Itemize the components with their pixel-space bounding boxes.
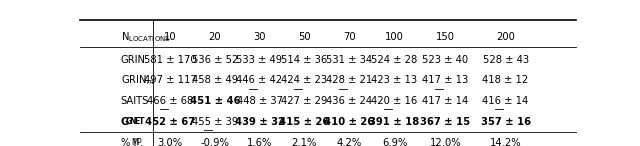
Text: SAITS: SAITS (121, 96, 149, 106)
Text: 100: 100 (385, 32, 404, 42)
Text: 150: 150 (436, 32, 455, 42)
Text: 581 ± 170: 581 ± 170 (144, 55, 196, 65)
Text: E: E (134, 117, 140, 126)
Text: 497 ± 117: 497 ± 117 (144, 75, 196, 85)
Text: G: G (125, 117, 131, 126)
Text: N$_{\mathregular{LOCATIONS}}$: N$_{\mathregular{LOCATIONS}}$ (121, 30, 170, 44)
Text: 528 ± 43: 528 ± 43 (483, 55, 529, 65)
Text: 20: 20 (209, 32, 221, 42)
Text: 458 ± 49: 458 ± 49 (192, 75, 238, 85)
Text: 3.0%: 3.0% (157, 138, 183, 146)
Text: T: T (138, 117, 144, 126)
Text: 1.6%: 1.6% (247, 138, 272, 146)
Text: 10: 10 (164, 32, 177, 42)
Text: 2.1%: 2.1% (291, 138, 317, 146)
Text: 531 ± 34: 531 ± 34 (326, 55, 372, 65)
Text: 357 ± 16: 357 ± 16 (481, 117, 531, 126)
Text: -0.9%: -0.9% (200, 138, 229, 146)
Text: % I: % I (121, 138, 136, 146)
Text: 452 ± 67: 452 ± 67 (145, 117, 195, 126)
Text: N: N (129, 117, 136, 126)
Text: 200: 200 (496, 32, 515, 42)
Text: 466 ± 68: 466 ± 68 (147, 96, 193, 106)
Text: 446 ± 42: 446 ± 42 (237, 75, 283, 85)
Text: 428 ± 21: 428 ± 21 (326, 75, 372, 85)
Text: 416 ± 14: 416 ± 14 (483, 96, 529, 106)
Text: 436 ± 24: 436 ± 24 (326, 96, 372, 106)
Text: 12.0%: 12.0% (429, 138, 461, 146)
Text: 391 ± 18: 391 ± 18 (369, 117, 420, 126)
Text: 439 ± 32: 439 ± 32 (235, 117, 285, 126)
Text: GRIN: GRIN (121, 55, 146, 65)
Text: 533 ± 49: 533 ± 49 (237, 55, 283, 65)
Text: 415 ± 26: 415 ± 26 (279, 117, 330, 126)
Text: 6.9%: 6.9% (382, 138, 407, 146)
Text: 524 ± 28: 524 ± 28 (371, 55, 417, 65)
Text: 420 ± 16: 420 ± 16 (371, 96, 417, 106)
Text: GRIN$_{m}$: GRIN$_{m}$ (121, 74, 154, 87)
Text: 423 ± 13: 423 ± 13 (371, 75, 417, 85)
Text: 70: 70 (343, 32, 356, 42)
Text: 4.2%: 4.2% (337, 138, 362, 146)
Text: 417 ± 14: 417 ± 14 (422, 96, 468, 106)
Text: 418 ± 12: 418 ± 12 (483, 75, 529, 85)
Text: 455 ± 39: 455 ± 39 (192, 117, 238, 126)
Text: 410 ± 26: 410 ± 26 (324, 117, 374, 126)
Text: 50: 50 (298, 32, 310, 42)
Text: 367 ± 15: 367 ± 15 (420, 117, 470, 126)
Text: 14.2%: 14.2% (490, 138, 522, 146)
Text: 424 ± 23: 424 ± 23 (281, 75, 327, 85)
Text: .: . (140, 138, 143, 146)
Text: 514 ± 36: 514 ± 36 (281, 55, 327, 65)
Text: 30: 30 (253, 32, 266, 42)
Text: 523 ± 40: 523 ± 40 (422, 55, 468, 65)
Text: 417 ± 13: 417 ± 13 (422, 75, 468, 85)
Text: 427 ± 29: 427 ± 29 (281, 96, 328, 106)
Text: 448 ± 37: 448 ± 37 (237, 96, 282, 106)
Text: 536 ± 52: 536 ± 52 (192, 55, 238, 65)
Text: P: P (136, 138, 141, 146)
Text: 451 ± 46: 451 ± 46 (189, 96, 240, 106)
Text: G: G (121, 117, 129, 126)
Text: M: M (132, 138, 138, 146)
